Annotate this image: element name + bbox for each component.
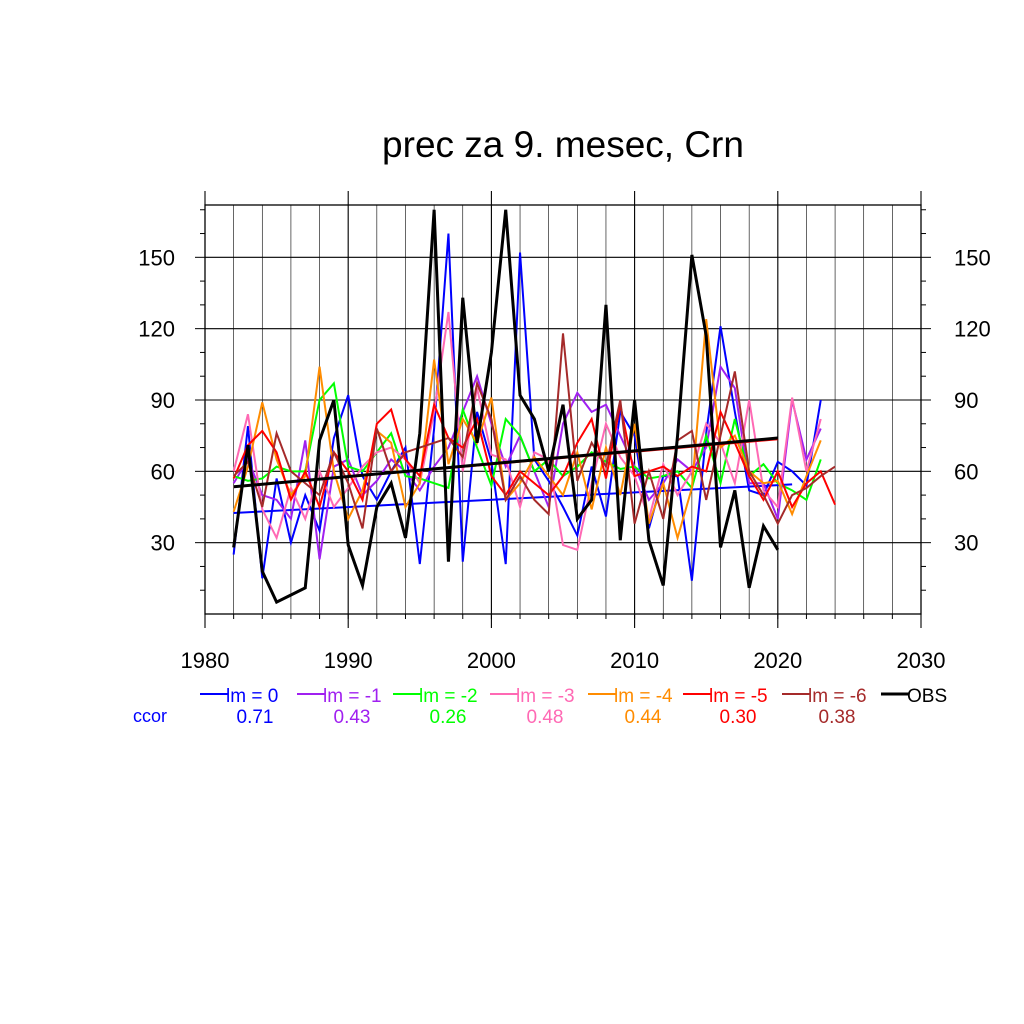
y-tick-label-left: 30 bbox=[151, 531, 175, 556]
series-lm6 bbox=[232, 333, 836, 529]
series-line bbox=[232, 319, 822, 542]
y-tick-label-left: 60 bbox=[151, 459, 175, 484]
x-tick-label: 2020 bbox=[753, 648, 802, 673]
trend-line bbox=[233, 436, 778, 489]
legend-item: lm = -60.38 bbox=[782, 686, 867, 728]
legend-item: lm = -10.43 bbox=[297, 686, 382, 728]
legend-item: lm = -40.44 bbox=[588, 686, 673, 728]
x-tick-label: 1980 bbox=[181, 648, 230, 673]
series-lm2 bbox=[233, 381, 822, 502]
ccor-value: 0.38 bbox=[819, 707, 856, 728]
legend-item: OBS bbox=[881, 686, 947, 707]
x-tick-label: 2000 bbox=[467, 648, 516, 673]
axis-ticks bbox=[195, 191, 931, 628]
series-line bbox=[232, 209, 780, 605]
legend-label: lm = -6 bbox=[808, 686, 867, 707]
ccor-value: 0.43 bbox=[334, 707, 371, 728]
legend-label: lm = -3 bbox=[516, 686, 575, 707]
ccor-value: 0.71 bbox=[237, 707, 274, 728]
y-tick-label-right: 120 bbox=[954, 317, 991, 342]
ccor-value: 0.48 bbox=[527, 707, 564, 728]
legend-label: lm = -4 bbox=[614, 686, 673, 707]
y-tick-label-right: 150 bbox=[954, 245, 991, 270]
x-tick-label: 2030 bbox=[897, 648, 946, 673]
series-lm3 bbox=[232, 311, 822, 552]
legend-item: lm = -20.26 bbox=[393, 686, 478, 728]
series-obs bbox=[232, 209, 780, 605]
plot-frame bbox=[204, 204, 922, 615]
series-line bbox=[232, 311, 822, 552]
legend-label: OBS bbox=[907, 686, 947, 707]
series-line bbox=[233, 381, 822, 502]
ccor-value: 0.30 bbox=[720, 707, 757, 728]
series-line bbox=[232, 333, 836, 529]
x-tick-label: 2010 bbox=[610, 648, 659, 673]
ccor-value: 0.44 bbox=[625, 707, 662, 728]
y-tick-label-right: 90 bbox=[954, 388, 978, 413]
y-tick-label-left: 120 bbox=[138, 317, 175, 342]
y-tick-label-right: 60 bbox=[954, 459, 978, 484]
legend-label: lm = -5 bbox=[709, 686, 768, 707]
legend-label: lm = -1 bbox=[323, 686, 382, 707]
legend-item: lm = -30.48 bbox=[490, 686, 575, 728]
ccor-label: ccor bbox=[133, 706, 167, 726]
y-tick-label-right: 30 bbox=[954, 531, 978, 556]
x-tick-label: 1990 bbox=[324, 648, 373, 673]
y-tick-label-left: 90 bbox=[151, 388, 175, 413]
legend-item: lm = 00.71 bbox=[200, 686, 278, 728]
legend-label: lm = 0 bbox=[226, 686, 278, 707]
series-lm4 bbox=[232, 319, 822, 542]
ccor-value: 0.26 bbox=[430, 707, 467, 728]
legend-label: lm = -2 bbox=[419, 686, 478, 707]
y-tick-label-left: 150 bbox=[138, 245, 175, 270]
legend-item: lm = -50.30 bbox=[683, 686, 768, 728]
chart-title: prec za 9. mesec, Crn bbox=[382, 124, 744, 165]
